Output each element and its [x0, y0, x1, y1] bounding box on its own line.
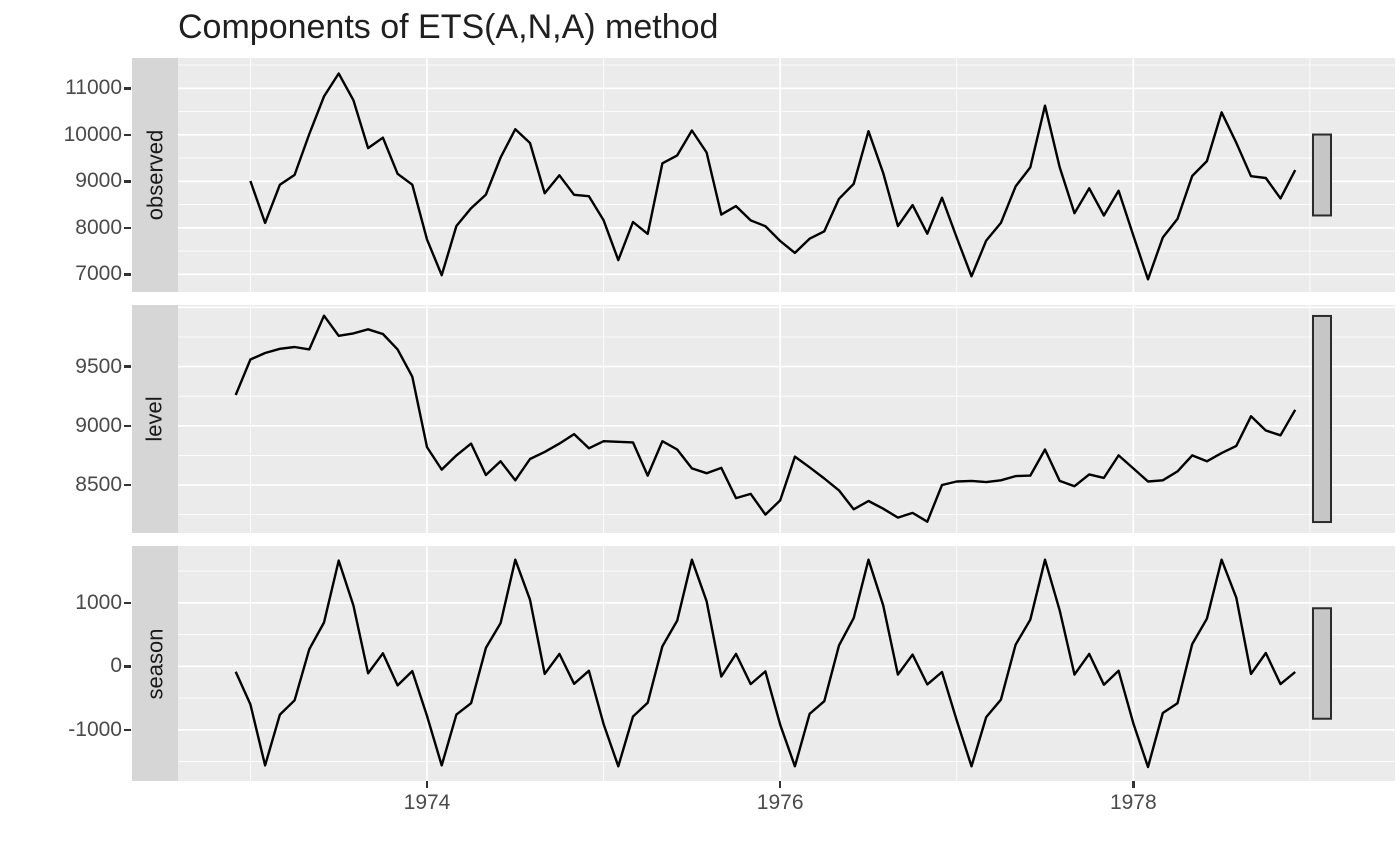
panel-observed [178, 58, 1395, 292]
facet-strip-observed: observed [132, 58, 178, 292]
y-tick-label: 9000 [75, 413, 122, 437]
y-tick-mark [124, 226, 131, 230]
facet-strip-label: level [142, 396, 167, 442]
y-tick-mark [124, 273, 131, 276]
x-tick-label: 1978 [1109, 791, 1157, 814]
y-tick-mark [124, 424, 131, 428]
y-tick-label: 11000 [65, 76, 122, 100]
y-tick-mark [124, 601, 131, 605]
chart-season [178, 546, 1395, 781]
facet-strip-season: season [132, 546, 178, 781]
y-tick-label: 8500 [75, 473, 122, 497]
x-tick-label: 1974 [403, 791, 451, 814]
panel-season [178, 546, 1395, 781]
panel-level [178, 305, 1395, 533]
x-tick-mark [778, 781, 782, 788]
y-tick-label: 8000 [75, 215, 122, 239]
y-tick-label: -1000 [68, 717, 122, 741]
x-tick-mark [425, 781, 429, 788]
y-tick-label: 1000 [75, 590, 122, 614]
scale-bar [1312, 314, 1332, 524]
y-tick-mark [124, 133, 131, 137]
series-line-season [234, 558, 1296, 769]
plot-title: Components of ETS(A,N,A) method [178, 8, 719, 46]
chart-level [178, 305, 1395, 533]
series-line-observed [249, 72, 1297, 281]
y-tick-label: 7000 [75, 262, 122, 286]
y-tick-mark [124, 665, 131, 668]
y-tick-mark [124, 365, 131, 368]
y-tick-label: 10000 [63, 122, 122, 146]
y-tick-label: 0 [110, 654, 122, 678]
facet-strip-level: level [132, 305, 178, 533]
y-tick-mark [124, 180, 131, 183]
y-tick-label: 9000 [75, 169, 122, 193]
facet-strip-label: observed [142, 129, 168, 221]
scale-bar [1312, 133, 1332, 217]
x-tick-label: 1976 [756, 791, 804, 814]
y-tick-mark [124, 728, 131, 732]
scale-bar [1312, 607, 1332, 720]
y-tick-mark [124, 483, 131, 487]
facet-strip-label: season [142, 628, 168, 699]
y-tick-mark [124, 87, 131, 90]
chart-observed [178, 58, 1395, 292]
y-tick-label: 9500 [75, 354, 122, 378]
x-tick-mark [1132, 781, 1135, 788]
series-line-level [234, 314, 1297, 523]
